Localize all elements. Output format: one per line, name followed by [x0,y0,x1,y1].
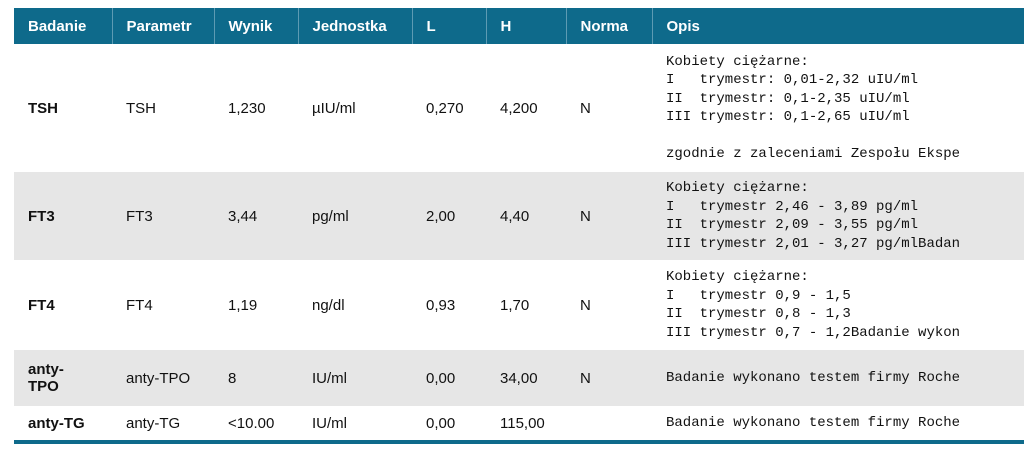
opis-line: Badanie wykonano testem firmy Roche [666,369,961,386]
badanie-cell: FT4 [14,260,112,350]
h-cell: 1,70 [500,296,530,314]
h-cell: 4,40 [486,172,566,260]
header-cell: Norma [566,8,653,44]
norma-cell: N [566,350,652,406]
l-cell: 0,00 [426,414,456,432]
norma-cell: N [580,296,591,314]
header-cell: L [412,8,487,44]
header-cell: Wynik [214,8,299,44]
opis-line: I trymestr 2,46 - 3,89 pg/ml [666,198,919,215]
opis-cell: Badanie wykonano testem firmy Roche [652,406,1024,442]
badanie-cell: anty-TPO [14,350,112,406]
badanie-text: FT3 [28,207,55,225]
jednostka-cell: ng/dl [312,296,345,314]
h-cell: 4,200 [500,99,538,117]
results-table: Badanie Parametr Wynik Jednostka L H Norma Opis… [14,8,1024,444]
jednostka-cell: µIU/ml [312,99,356,117]
opis-line: Kobiety ciężarne: [666,269,809,285]
opis-cell: Kobiety ciężarne: I trymestr 0,9 - 1,5 II … [652,260,1024,350]
header-row: Badanie Parametr Wynik Jednostka L H Norma Opis [14,8,1024,44]
opis-cell: Kobiety ciężarne: I trymestr: 0,01-2,32 u… [652,44,1024,172]
badanie-cell: anty-TG [14,406,112,442]
opis-cell: Badanie wykonano testem firmy Roche [652,350,1024,406]
wynik-cell: 1,230 [228,99,266,117]
header-cell: Opis [652,8,1024,44]
badanie-cell: FT3 [14,172,112,260]
table-row: FT4 FT4 1,19 ng/dl 0,93 1,70 N Kobiety ciężarne… [14,260,1024,350]
parametr-cell: FT4 [126,296,153,314]
badanie-text: anty-TG [28,414,85,432]
parametr-cell: anty-TPO [112,350,214,406]
opis-line: III trymestr 0,7 - 1,2Badanie wykon [666,324,961,341]
header-cell: Jednostka [298,8,413,44]
opis-line: II trymestr: 0,1-2,35 uIU/ml [666,90,910,107]
h-cell: 115,00 [500,414,545,432]
badanie-text: TSH [28,99,58,117]
opis-line: II trymestr 0,8 - 1,3 [666,306,851,322]
opis-line: III trymestr 2,01 - 3,27 pg/mlBadan [666,235,961,252]
header-cell: Parametr [112,8,215,44]
l-cell: 2,00 [412,172,486,260]
badanie-cell: TSH [14,44,112,172]
parametr-cell: TSH [126,99,156,117]
parametr-cell: FT3 [112,172,214,260]
badanie-text: FT4 [28,296,55,314]
wynik-cell: 8 [214,350,298,406]
results-table-wrap: Badanie Parametr Wynik Jednostka L H Norma Opis… [14,8,1024,444]
l-cell: 0,00 [412,350,486,406]
jednostka-cell: IU/ml [312,414,347,432]
opis-line: Kobiety ciężarne: [666,53,809,70]
table-row: anty-TG anty-TG <10.00 IU/ml 0,00 115,00 Badan… [14,406,1024,442]
header-cell: Badanie [14,8,113,44]
opis-line: II trymestr 2,09 - 3,55 pg/ml [666,217,919,233]
table-row: anty-TPO anty-TPO 8 IU/ml 0,00 34,00 N Badanie … [14,350,1024,406]
opis-line: Kobiety ciężarne: [666,180,809,196]
wynik-cell: 1,19 [228,296,258,314]
header-cell: H [486,8,567,44]
wynik-cell: <10.00 [228,414,275,432]
h-cell: 34,00 [486,350,566,406]
opis-cell: Kobiety ciężarne: I trymestr 2,46 - 3,89 … [652,172,1024,260]
opis-line: Badanie wykonano testem firmy Roche [666,414,961,431]
table-body: TSH TSH 1,230 µIU/ml 0,270 4,200 N Kobiety cięż… [14,44,1024,442]
badanie-text: anty-TPO [28,361,64,395]
norma-cell [566,406,652,442]
opis-line: zgodnie z zaleceniami Zespołu Ekspe [666,145,961,162]
wynik-cell: 3,44 [214,172,298,260]
table-row: TSH TSH 1,230 µIU/ml 0,270 4,200 N Kobiety cięż… [14,44,1024,172]
norma-cell: N [580,99,591,117]
norma-cell: N [566,172,652,260]
opis-line: III trymestr: 0,1-2,65 uIU/ml [666,109,910,126]
l-cell: 0,270 [426,99,464,117]
jednostka-cell: pg/ml [298,172,412,260]
table-row: FT3 FT3 3,44 pg/ml 2,00 4,40 N Kobiety ciężarne… [14,172,1024,260]
jednostka-cell: IU/ml [298,350,412,406]
opis-line: I trymestr 0,9 - 1,5 [666,287,851,304]
l-cell: 0,93 [426,296,456,314]
parametr-cell: anty-TG [126,414,181,432]
opis-line: I trymestr: 0,01-2,32 uIU/ml [666,72,919,89]
